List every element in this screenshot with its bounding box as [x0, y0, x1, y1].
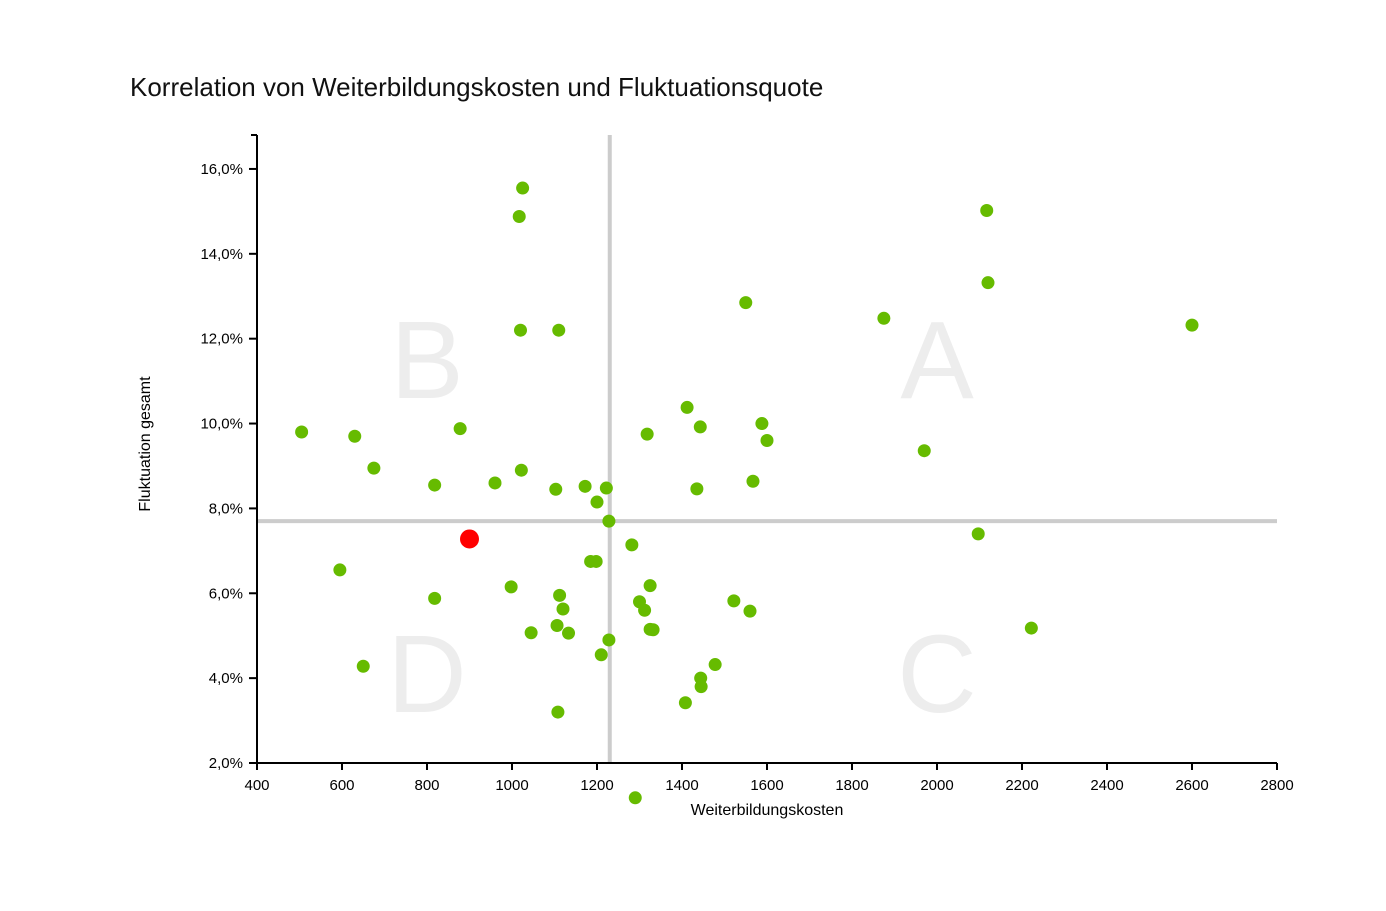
quadrant-label-c: C [897, 613, 976, 736]
quadrant-lines [257, 135, 1277, 763]
data-point [590, 495, 604, 509]
data-point [980, 204, 994, 218]
data-point [514, 323, 527, 337]
x-tick-label: 1600 [750, 777, 783, 794]
data-point [917, 444, 931, 458]
data-point [981, 276, 995, 290]
y-tick-label: 10,0% [200, 416, 243, 433]
x-tick-label: 800 [414, 777, 439, 794]
x-tick-label: 1200 [580, 777, 613, 794]
data-point [599, 481, 613, 495]
data-point [594, 648, 608, 662]
data-point [678, 696, 692, 710]
data-point [356, 659, 370, 673]
data-point [348, 429, 362, 443]
data-point [428, 591, 442, 605]
data-point [739, 296, 753, 310]
data-point [625, 538, 639, 552]
data-point [971, 527, 985, 541]
y-tick-label: 2,0% [209, 755, 243, 772]
data-point [453, 422, 467, 436]
highlighted-data-point [460, 529, 479, 549]
data-point [488, 476, 502, 490]
data-point [877, 311, 891, 325]
data-point [514, 463, 528, 477]
data-point [333, 563, 347, 577]
data-point [550, 619, 564, 633]
data-point [589, 554, 603, 568]
data-point [512, 209, 526, 223]
x-tick-label: 2800 [1260, 777, 1293, 794]
axes: 400 600 800 1000 1200 1400 1600 1800 2000 2200 240… [200, 134, 1294, 794]
data-point [746, 474, 760, 488]
x-tick-label: 1400 [665, 777, 698, 794]
x-tick-label: 1800 [835, 777, 868, 794]
data-point [602, 514, 616, 528]
quadrant-label-a: A [900, 299, 974, 422]
data-point [562, 626, 576, 640]
x-tick-label: 2600 [1175, 777, 1208, 794]
data-point [552, 323, 566, 337]
quadrant-label-b: B [390, 299, 463, 422]
data-point [516, 181, 530, 195]
data-point [1024, 621, 1038, 635]
x-tick-label: 400 [244, 777, 269, 794]
data-point [551, 705, 565, 719]
data-point [680, 400, 694, 414]
data-point [1185, 318, 1199, 332]
data-point [694, 680, 708, 694]
x-tick-label: 1000 [495, 777, 528, 794]
y-tick-label: 4,0% [209, 670, 243, 687]
x-axis-title: Weiterbildungskosten [691, 802, 844, 819]
x-tick-label: 2400 [1090, 777, 1123, 794]
data-point [760, 434, 774, 448]
data-point [640, 427, 654, 441]
data-point [643, 579, 657, 593]
data-point [690, 482, 704, 496]
x-tick-label: 600 [329, 777, 354, 794]
data-point [628, 791, 642, 805]
data-point [727, 594, 741, 608]
chart-title: Korrelation von Weiterbildungskosten und… [130, 72, 824, 102]
data-point [428, 478, 442, 492]
data-point [549, 482, 563, 496]
data-point [295, 425, 309, 439]
data-point [602, 633, 616, 647]
data-point [755, 417, 769, 431]
y-tick-label: 16,0% [200, 161, 243, 178]
data-point [646, 623, 660, 637]
data-point [638, 603, 652, 617]
quadrant-label-d: D [387, 613, 466, 736]
y-tick-label: 8,0% [209, 500, 243, 517]
y-tick-label: 12,0% [200, 331, 243, 348]
data-point [504, 580, 518, 594]
y-tick-label: 6,0% [209, 585, 243, 602]
data-points [295, 181, 1199, 805]
y-axis-title: Fluktuation gesamt [137, 376, 154, 512]
data-point [693, 420, 707, 434]
x-tick-label: 2200 [1005, 777, 1038, 794]
data-point [708, 658, 722, 672]
data-point [553, 588, 567, 602]
data-point [578, 479, 592, 493]
quadrant-letters: A B C D [387, 299, 976, 736]
data-point [524, 626, 538, 640]
data-point [556, 602, 570, 616]
y-tick-label: 14,0% [200, 246, 243, 263]
x-tick-label: 2000 [920, 777, 953, 794]
data-point [367, 461, 381, 475]
data-point [743, 604, 757, 618]
